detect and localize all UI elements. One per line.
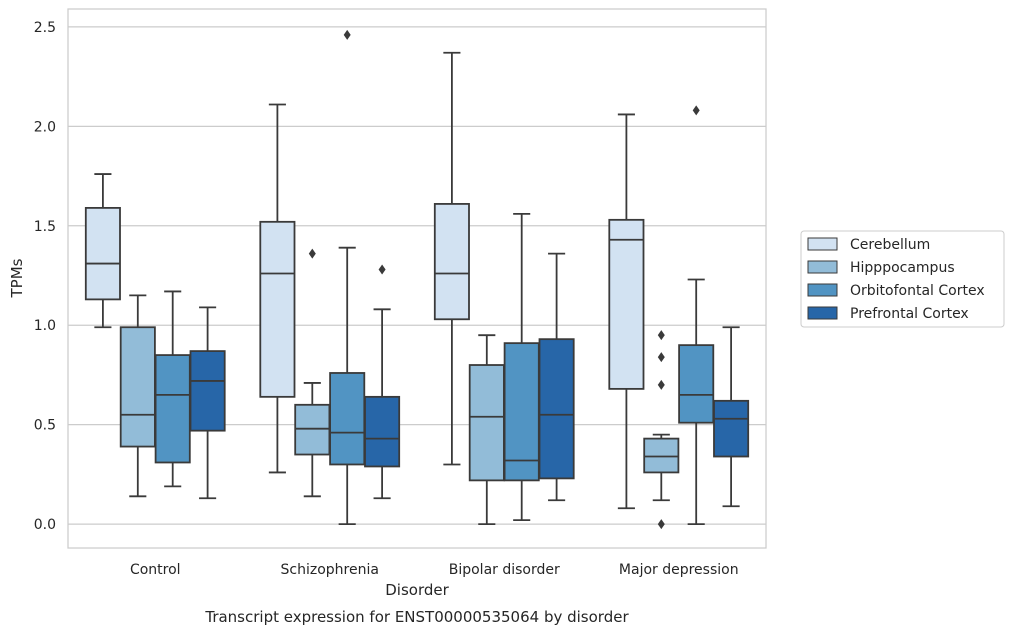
box-major-depression-cerebellum [608, 113, 645, 510]
legend-swatch [807, 237, 838, 251]
x-axis-label: Disorder [385, 581, 449, 599]
box-control-cerebellum [84, 173, 121, 329]
chart-caption: Transcript expression for ENST0000053506… [204, 608, 629, 626]
y-axis-label: TPMs [8, 258, 26, 298]
box-iqr [678, 344, 715, 424]
y-tick-label: 0.0 [34, 517, 56, 533]
box-control-hipppocampus [119, 294, 156, 498]
box-iqr [119, 326, 156, 448]
outlier-point [657, 379, 665, 390]
box-major-depression-orbitofontal-cortex [678, 105, 715, 526]
x-tick-label: Bipolar disorder [449, 562, 560, 578]
outlier-point [657, 330, 665, 341]
outlier-point [378, 264, 386, 275]
box-iqr [329, 372, 366, 466]
box-iqr [713, 399, 750, 458]
legend-entry: Hipppocampus [850, 260, 955, 276]
box-iqr [433, 203, 470, 321]
box-major-depression-prefrontal-cortex [713, 326, 750, 508]
legend-swatch [807, 306, 838, 320]
box-bipolar-disorder-prefrontal-cortex [538, 252, 575, 502]
box-iqr [608, 218, 645, 390]
legend-frame [800, 230, 1005, 328]
box-schizophrenia-prefrontal-cortex [364, 264, 401, 500]
box-iqr [294, 403, 331, 456]
box-iqr [643, 437, 680, 474]
outlier-point [657, 352, 665, 363]
legend-entry: Cerebellum [850, 237, 930, 253]
outlier-point [343, 29, 351, 40]
legend-entry: Prefrontal Cortex [850, 306, 969, 322]
x-tick-label: Schizophrenia [281, 562, 379, 578]
box-iqr [84, 206, 121, 301]
y-tick-label: 2.0 [34, 119, 56, 135]
legend-swatch [807, 260, 838, 274]
box-schizophrenia-cerebellum [259, 103, 296, 474]
x-tick-labels: Control Schizophrenia Bipolar disorder Majo… [130, 562, 739, 578]
box-iqr [154, 354, 191, 464]
box-iqr [538, 338, 575, 480]
box-iqr [503, 342, 540, 482]
box-iqr [364, 395, 401, 468]
plot-frame [67, 8, 767, 549]
y-tick-label: 1.0 [34, 318, 56, 334]
box-iqr [259, 220, 296, 398]
box-bipolar-disorder-orbitofontal-cortex [503, 212, 540, 522]
x-tick-label: Major depression [619, 562, 739, 578]
box-groups [84, 29, 750, 530]
y-tick-label: 1.5 [34, 219, 56, 235]
outlier-point [692, 105, 700, 116]
box-bipolar-disorder-hipppocampus [468, 334, 505, 526]
y-tick-label: 0.5 [34, 418, 56, 434]
legend-entry: Orbitofontal Cortex [850, 283, 985, 299]
box-control-orbitofontal-cortex [154, 290, 191, 488]
outlier-point [308, 248, 316, 259]
box-major-depression-hipppocampus [643, 330, 680, 530]
legend-swatch [807, 283, 838, 297]
box-bipolar-disorder-cerebellum [433, 51, 470, 466]
box-iqr [468, 364, 505, 482]
box-schizophrenia-orbitofontal-cortex [329, 29, 366, 526]
x-tick-label: Control [130, 562, 181, 578]
y-tick-labels: 0.0 0.5 1.0 1.5 2.0 2.5 [34, 20, 56, 533]
y-tick-label: 2.5 [34, 20, 56, 36]
box-control-prefrontal-cortex [189, 306, 226, 500]
outlier-point [657, 519, 665, 530]
legend: Cerebellum Hipppocampus Orbitofontal Corte… [800, 230, 1005, 328]
box-iqr [189, 350, 226, 432]
